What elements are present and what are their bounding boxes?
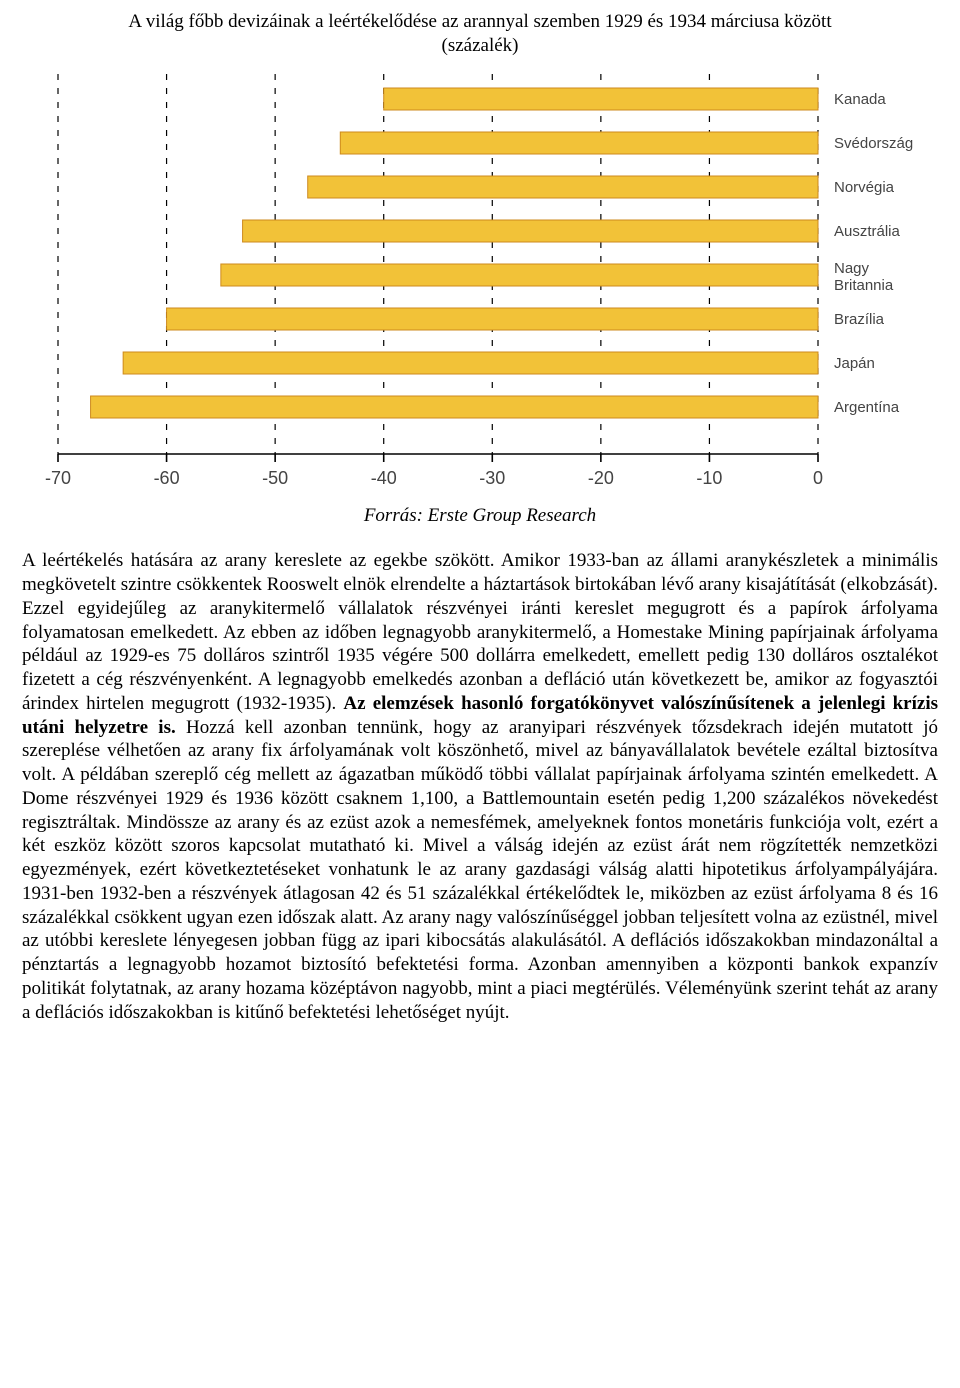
chart-bar <box>243 220 818 242</box>
x-tick-label: -20 <box>588 468 614 488</box>
chart-series-label: Argentína <box>834 399 900 416</box>
chart-series-label: Kanada <box>834 91 886 108</box>
body-paragraph: A leértékelés hatására az arany kereslet… <box>22 549 938 1024</box>
x-tick-label: 0 <box>813 468 823 488</box>
chart-bar <box>340 132 818 154</box>
x-tick-label: -10 <box>696 468 722 488</box>
x-tick-label: -30 <box>479 468 505 488</box>
chart-bar <box>123 352 818 374</box>
x-tick-label: -70 <box>45 468 71 488</box>
x-tick-label: -50 <box>262 468 288 488</box>
page-title-block: A világ főbb devizáinak a leértékelődése… <box>22 10 938 58</box>
chart-bar <box>91 396 818 418</box>
chart-bar <box>167 308 818 330</box>
x-tick-label: -40 <box>371 468 397 488</box>
chart-bar <box>308 176 818 198</box>
page-title-line2: (százalék) <box>22 34 938 58</box>
chart-svg: KanadaSvédországNorvégiaAusztráliaNagyBr… <box>28 64 928 494</box>
page-title-line1: A világ főbb devizáinak a leértékelődése… <box>22 10 938 34</box>
chart-source: Forrás: Erste Group Research <box>22 504 938 528</box>
x-tick-label: -60 <box>154 468 180 488</box>
paragraph-segment: A leértékelés hatására az arany kereslet… <box>22 550 938 714</box>
chart-series-label: Brazília <box>834 311 885 328</box>
chart-series-label: Svédország <box>834 135 913 152</box>
chart-bar <box>384 88 818 110</box>
devaluation-chart: KanadaSvédországNorvégiaAusztráliaNagyBr… <box>22 64 938 494</box>
chart-bar <box>221 264 818 286</box>
chart-series-label: Japán <box>834 355 875 372</box>
paragraph-segment: Hozzá kell azonban tennünk, hogy az aran… <box>22 717 938 1023</box>
chart-series-label: Ausztrália <box>834 223 901 240</box>
chart-series-label: Norvégia <box>834 179 895 196</box>
